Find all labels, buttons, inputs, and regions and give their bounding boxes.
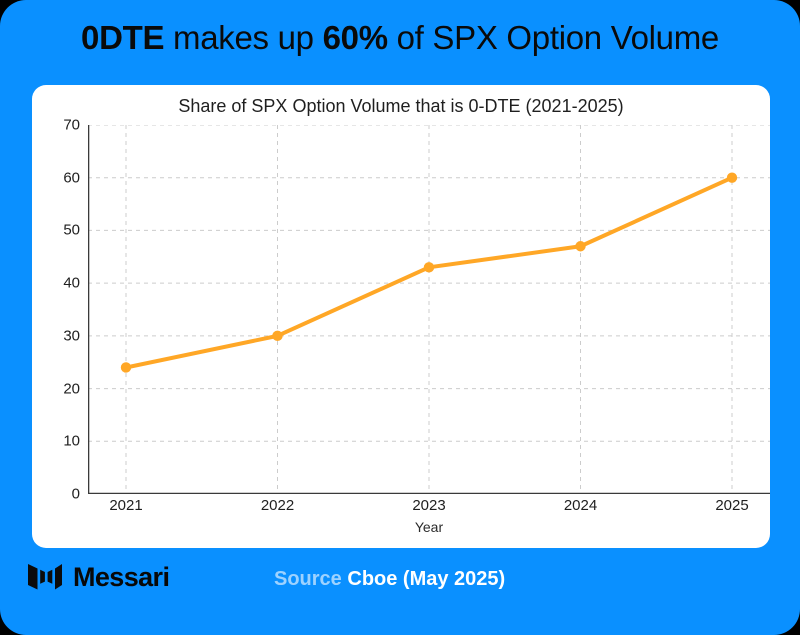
headline-part-1: 0DTE [81,19,165,56]
headline-part-2: makes up [164,19,323,56]
source-value: Cboe (May 2025) [347,568,506,590]
y-tick-label: 20 [63,380,80,398]
axis-lines [88,125,770,494]
y-tick-label: 50 [63,221,80,239]
source-credit: Source Cboe (May 2025) [274,566,505,592]
x-tick-label: 2022 [260,497,295,514]
brand: Messari [28,562,170,592]
x-tick-label: 2025 [715,497,749,514]
y-tick-label: 10 [63,432,80,450]
data-point [272,330,283,342]
chart-title: Share of SPX Option Volume that is 0-DTE… [178,96,624,116]
messari-logo-icon [28,564,62,590]
plot-area [88,125,770,494]
data-point [120,362,132,373]
y-tick-label: 70 [63,116,80,134]
data-point [726,172,738,183]
line-chart-svg [88,125,770,494]
y-tick-label: 30 [63,327,80,345]
brand-name: Messari [73,562,170,592]
source-label: Source [274,568,342,590]
x-tick-label: 2023 [412,497,446,514]
x-axis-label: Year [414,519,444,535]
chart-card: Share of SPX Option Volume that is 0-DTE… [32,85,770,548]
x-tick-label: 2024 [563,497,598,514]
vertical-gridlines [125,125,733,494]
y-tick-label: 40 [63,274,80,292]
footer: Messari Source Cboe (May 2025) [0,556,800,618]
horizontal-gridlines [88,125,770,494]
data-point [423,262,435,273]
page-title: 0DTE makes up 60% of SPX Option Volume [0,18,800,58]
data-point [575,241,586,252]
y-tick-label: 60 [63,169,80,187]
series-data-points [120,172,738,373]
x-tick-label: 2021 [109,497,143,514]
headline-part-4: of SPX Option Volume [387,19,720,56]
y-axis-ticks: 0 10 20 30 40 50 60 70 [32,117,88,503]
headline-part-3: 60% [322,19,388,56]
x-axis-ticks: 2021 2022 2023 2024 2025 [88,497,770,519]
y-tick-label: 0 [71,485,80,503]
